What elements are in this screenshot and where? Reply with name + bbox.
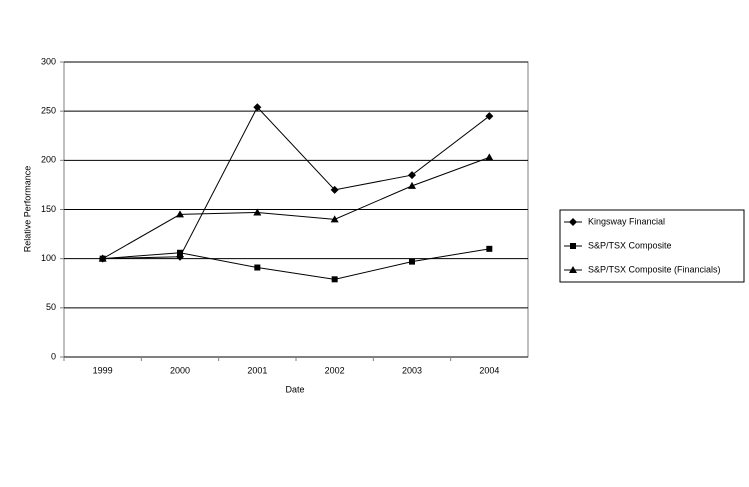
marker: [409, 258, 415, 265]
legend-label: S&P/TSX Composite (Financials): [588, 264, 721, 274]
x-tick-label: 1999: [93, 365, 113, 375]
marker: [331, 276, 338, 283]
marker: [254, 264, 261, 271]
series-line: [102, 156, 490, 260]
marker: [98, 254, 107, 262]
series-line: [102, 106, 490, 260]
marker: [408, 181, 416, 189]
marker: [176, 252, 184, 261]
x-tick-label: 2002: [325, 365, 345, 375]
y-tick-label: 300: [41, 56, 56, 66]
marker: [253, 103, 262, 112]
y-tick-label: 150: [41, 204, 56, 214]
marker: [569, 266, 577, 273]
y-tick-label: 0: [51, 351, 56, 361]
marker: [176, 210, 184, 218]
y-tick-label: 250: [41, 106, 56, 116]
legend-label: Kingsway Financial: [588, 216, 665, 226]
marker: [330, 185, 339, 194]
series-line: [102, 248, 490, 280]
marker: [570, 243, 576, 249]
x-axis-label: Date: [285, 384, 304, 394]
marker: [253, 208, 262, 216]
legend-label: S&P/TSX Composite: [588, 240, 672, 250]
y-axis-label: Relative Performance: [22, 166, 32, 253]
x-tick-label: 2000: [170, 365, 190, 375]
x-tick-label: 2004: [479, 365, 499, 375]
legend-box: [559, 209, 745, 283]
x-tick-label: 2001: [247, 365, 267, 375]
marker: [485, 112, 494, 121]
marker: [408, 171, 416, 180]
y-tick-label: 200: [41, 155, 56, 165]
marker: [330, 215, 339, 223]
marker: [485, 153, 494, 161]
marker: [177, 249, 183, 256]
marker: [486, 245, 493, 252]
y-tick-label: 100: [41, 253, 56, 263]
y-tick-label: 50: [46, 302, 56, 312]
x-tick-label: 2003: [402, 365, 422, 375]
marker: [569, 218, 577, 226]
